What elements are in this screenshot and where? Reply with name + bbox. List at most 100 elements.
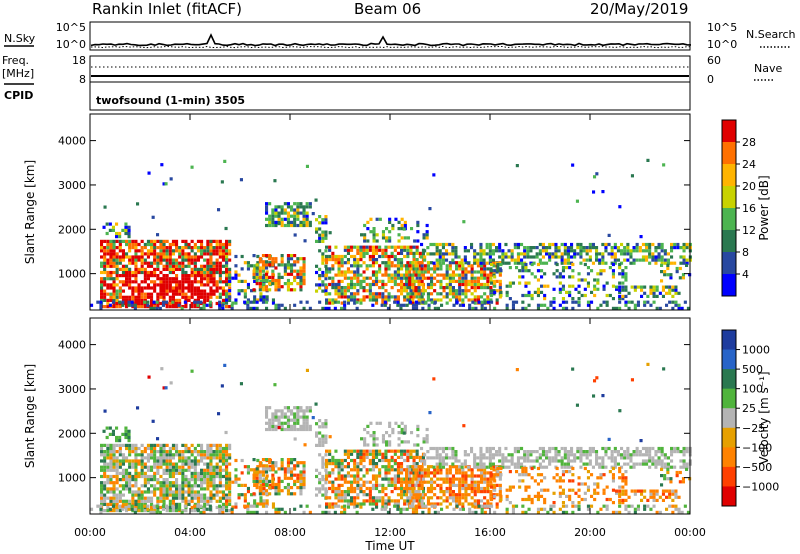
power-cell — [483, 286, 487, 290]
velocity-cell — [426, 471, 430, 475]
velocity-cell — [234, 468, 238, 472]
velocity-cell — [371, 462, 375, 466]
power-cell — [109, 283, 113, 287]
power-cell — [168, 264, 172, 268]
power-cell — [346, 248, 350, 252]
power-cell — [400, 276, 404, 280]
power-cell — [268, 282, 272, 286]
power-cell — [175, 277, 179, 281]
velocity-cell — [299, 461, 303, 465]
velocity-cell — [353, 490, 357, 494]
power-cell — [586, 272, 590, 276]
velocity-cell — [375, 486, 379, 491]
velocity-cell — [206, 471, 210, 475]
power-cell — [368, 289, 372, 293]
power-cell — [265, 211, 269, 215]
power-cell — [218, 267, 222, 271]
velocity-cell — [256, 465, 260, 469]
power-cell — [121, 270, 125, 275]
power-cell — [153, 280, 157, 284]
power-cell — [318, 239, 322, 243]
power-cell — [199, 300, 203, 304]
power-cell — [181, 267, 185, 271]
velocity-cell — [548, 450, 552, 454]
power-cell — [396, 261, 400, 265]
power-cell — [150, 239, 154, 243]
velocity-cell — [365, 499, 369, 503]
velocity-cell — [112, 481, 116, 485]
power-cell — [571, 163, 575, 167]
power-cell — [134, 264, 138, 268]
power-cell — [156, 264, 160, 268]
velocity-cell — [206, 450, 210, 454]
velocity-cell — [328, 502, 332, 506]
velocity-cell — [162, 496, 166, 500]
power-cell — [378, 286, 382, 290]
velocity-cell — [566, 465, 570, 469]
power-cell — [482, 258, 486, 262]
power-cell — [237, 289, 241, 293]
power-cell — [560, 261, 564, 265]
power-cell — [159, 270, 163, 275]
power-cell — [418, 264, 422, 268]
velocity-cell — [455, 468, 459, 472]
power-cell — [649, 288, 653, 292]
power-cell — [162, 267, 166, 271]
power-cell — [261, 300, 265, 304]
power-cell — [613, 246, 617, 250]
power-cell — [184, 242, 188, 247]
velocity-cell — [393, 499, 397, 503]
velocity-cell — [417, 496, 421, 500]
power-cell — [215, 242, 219, 247]
power-cell — [365, 267, 369, 271]
velocity-cell — [140, 509, 144, 513]
velocity-cell — [458, 493, 462, 497]
velocity-cell — [255, 470, 259, 474]
power-cell — [557, 255, 561, 259]
power-cell — [153, 283, 157, 287]
power-cell — [411, 282, 415, 287]
power-cell — [215, 286, 219, 290]
power-cell — [426, 292, 430, 296]
velocity-cell — [387, 483, 391, 487]
velocity-cell — [134, 484, 138, 488]
power-cell — [280, 223, 284, 228]
velocity-cell — [568, 470, 572, 474]
velocity-cell — [240, 471, 244, 475]
power-cell — [526, 249, 530, 253]
power-cell — [193, 305, 197, 309]
power-cell — [618, 306, 622, 310]
power-cell — [621, 297, 625, 301]
power-cell — [286, 254, 290, 258]
power-cell — [131, 242, 135, 247]
power-cell — [362, 270, 366, 274]
velocity-cell — [387, 496, 391, 500]
velocity-cell — [343, 449, 347, 453]
velocity-cell — [228, 502, 232, 506]
power-cell — [417, 273, 421, 277]
power-cell — [168, 267, 172, 271]
power-cell — [448, 289, 452, 293]
power-cell — [346, 282, 350, 287]
power-cell — [103, 249, 107, 253]
velocity-cell — [442, 477, 446, 481]
velocity-cell — [390, 480, 394, 484]
velocity-cell — [146, 487, 150, 491]
power-cell — [168, 280, 172, 284]
velocity-cell — [299, 473, 303, 477]
power-cell — [605, 293, 609, 298]
power-cell — [190, 274, 194, 278]
power-cell — [508, 297, 512, 301]
velocity-cell — [429, 456, 433, 460]
velocity-cell — [112, 465, 116, 469]
power-cell — [629, 255, 633, 259]
velocity-cell — [375, 449, 379, 453]
velocity-cell — [451, 446, 455, 451]
power-cell — [259, 295, 263, 299]
power-cell — [551, 252, 555, 256]
velocity-cell — [321, 487, 325, 491]
power-cell — [563, 242, 567, 247]
velocity-cell — [165, 456, 169, 460]
velocity-cell — [485, 456, 489, 460]
power-cell — [209, 239, 213, 243]
